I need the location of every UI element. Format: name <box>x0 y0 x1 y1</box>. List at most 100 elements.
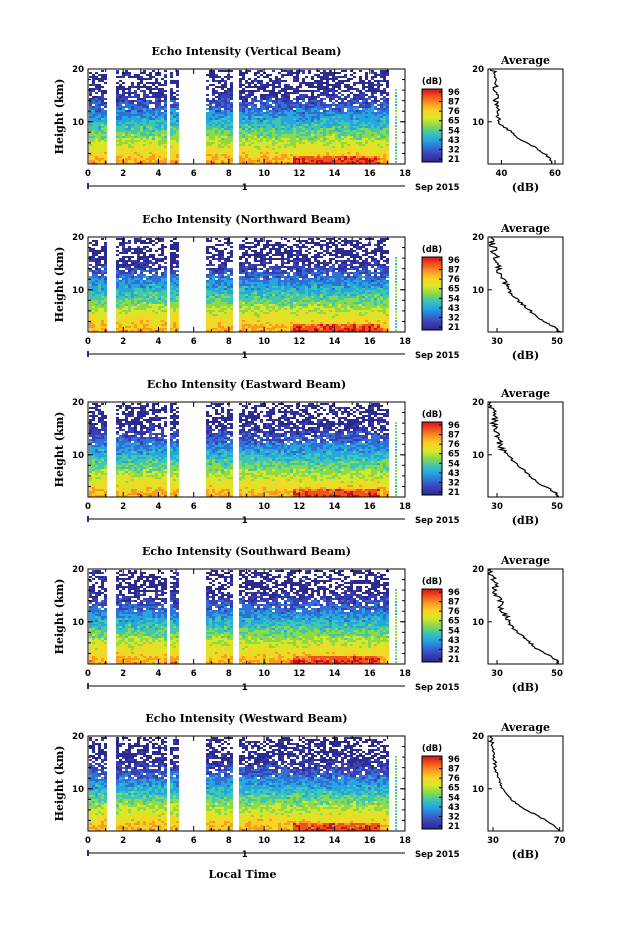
heatmap-cell <box>116 128 119 130</box>
y-tick-label: 20 <box>72 65 84 75</box>
heatmap-cell <box>239 244 242 246</box>
heatmap-cell <box>260 100 263 102</box>
heatmap-cell <box>119 330 122 332</box>
heatmap-cell <box>131 300 134 302</box>
heatmap-cell <box>221 140 224 142</box>
heatmap-cell <box>311 150 314 152</box>
heatmap-cell <box>218 70 221 72</box>
heatmap-cell <box>149 326 152 328</box>
heatmap-cell <box>161 108 164 110</box>
heatmap-cell <box>239 266 242 268</box>
heatmap-cell <box>98 140 101 142</box>
heatmap-cell <box>368 140 371 142</box>
heatmap-cell <box>365 124 368 126</box>
heatmap-cell <box>290 128 293 130</box>
heatmap-cell <box>356 82 359 84</box>
heatmap-cell <box>386 154 389 156</box>
heatmap-cell <box>320 140 323 142</box>
heatmap-cell <box>239 72 242 74</box>
heatmap-cell <box>338 96 341 98</box>
heatmap-cell <box>122 278 125 280</box>
heatmap-cell <box>302 146 305 148</box>
heatmap-cell <box>128 162 131 164</box>
heatmap-cell <box>347 122 350 124</box>
heatmap-cell <box>293 104 296 106</box>
heatmap-cell <box>89 286 92 288</box>
heatmap-cell <box>92 284 95 286</box>
heatmap-cell <box>248 70 251 72</box>
heatmap-cell <box>92 90 95 92</box>
heatmap-cell <box>146 78 149 80</box>
heatmap-cell <box>155 108 158 110</box>
heatmap-cell <box>359 94 362 96</box>
heatmap-cell <box>218 110 221 112</box>
heatmap-cell <box>128 276 131 278</box>
heatmap-cell <box>365 116 368 118</box>
heatmap-cell <box>296 100 299 102</box>
heatmap-cell <box>101 86 104 88</box>
heatmap-cell <box>272 86 275 88</box>
heatmap-cell <box>263 116 266 118</box>
heatmap-cell <box>101 132 104 134</box>
heatmap-cell <box>368 134 371 136</box>
heatmap-cell <box>209 76 212 78</box>
heatmap-cell <box>170 308 173 310</box>
heatmap-cell <box>305 152 308 154</box>
heatmap-cell <box>215 330 218 332</box>
heatmap-cell <box>173 156 176 158</box>
heatmap-cell <box>212 280 215 282</box>
heatmap-cell <box>92 156 95 158</box>
heatmap-cell <box>131 128 134 130</box>
heatmap-cell <box>209 114 212 116</box>
heatmap-cell <box>302 152 305 154</box>
heatmap-cell <box>212 126 215 128</box>
heatmap-cell <box>341 118 344 120</box>
heatmap-cell <box>323 126 326 128</box>
heatmap-cell <box>128 306 131 308</box>
heatmap-cell <box>149 238 152 240</box>
heatmap-cell <box>134 324 137 326</box>
heatmap-cell <box>125 298 128 300</box>
heatmap-cell <box>320 150 323 152</box>
heatmap-cell <box>176 156 179 158</box>
heatmap-cell <box>98 106 101 108</box>
heatmap-cell <box>344 122 347 124</box>
heatmap-cell <box>242 142 245 144</box>
heatmap-cell <box>146 126 149 128</box>
heatmap-cell <box>302 130 305 132</box>
heatmap-cell <box>212 272 215 274</box>
heatmap-cell <box>170 160 173 162</box>
heatmap-cell <box>125 300 128 302</box>
heatmap-cell <box>248 84 251 86</box>
heatmap-cell <box>311 140 314 142</box>
heatmap-cell <box>239 282 242 284</box>
heatmap-cell <box>320 134 323 136</box>
heatmap-cell <box>116 300 119 302</box>
heatmap-cell <box>374 88 377 90</box>
heatmap-cell <box>101 318 104 320</box>
heatmap-cell <box>338 110 341 112</box>
heatmap-cell <box>131 276 134 278</box>
heatmap-cell <box>164 118 167 120</box>
heatmap-cell <box>386 100 389 102</box>
heatmap-cell <box>323 120 326 122</box>
heatmap-cell <box>206 120 209 122</box>
heatmap-cell <box>383 156 386 158</box>
heatmap-cell <box>116 328 119 330</box>
heatmap-cell <box>242 118 245 120</box>
heatmap-cell <box>311 98 314 100</box>
heatmap-cell <box>116 304 119 306</box>
heatmap-cell <box>134 128 137 130</box>
heatmap-cell <box>329 98 332 100</box>
heatmap-cell <box>101 286 104 288</box>
heatmap-cell <box>119 302 122 304</box>
heatmap-cell <box>164 94 167 96</box>
heatmap-cell <box>302 72 305 74</box>
heatmap-cell <box>134 296 137 298</box>
heatmap-cell <box>146 264 149 266</box>
heatmap-cell <box>230 90 233 92</box>
heatmap-cell <box>98 278 101 280</box>
heatmap-cell <box>302 122 305 124</box>
heatmap-cell <box>344 112 347 114</box>
heatmap-cell <box>173 162 176 164</box>
